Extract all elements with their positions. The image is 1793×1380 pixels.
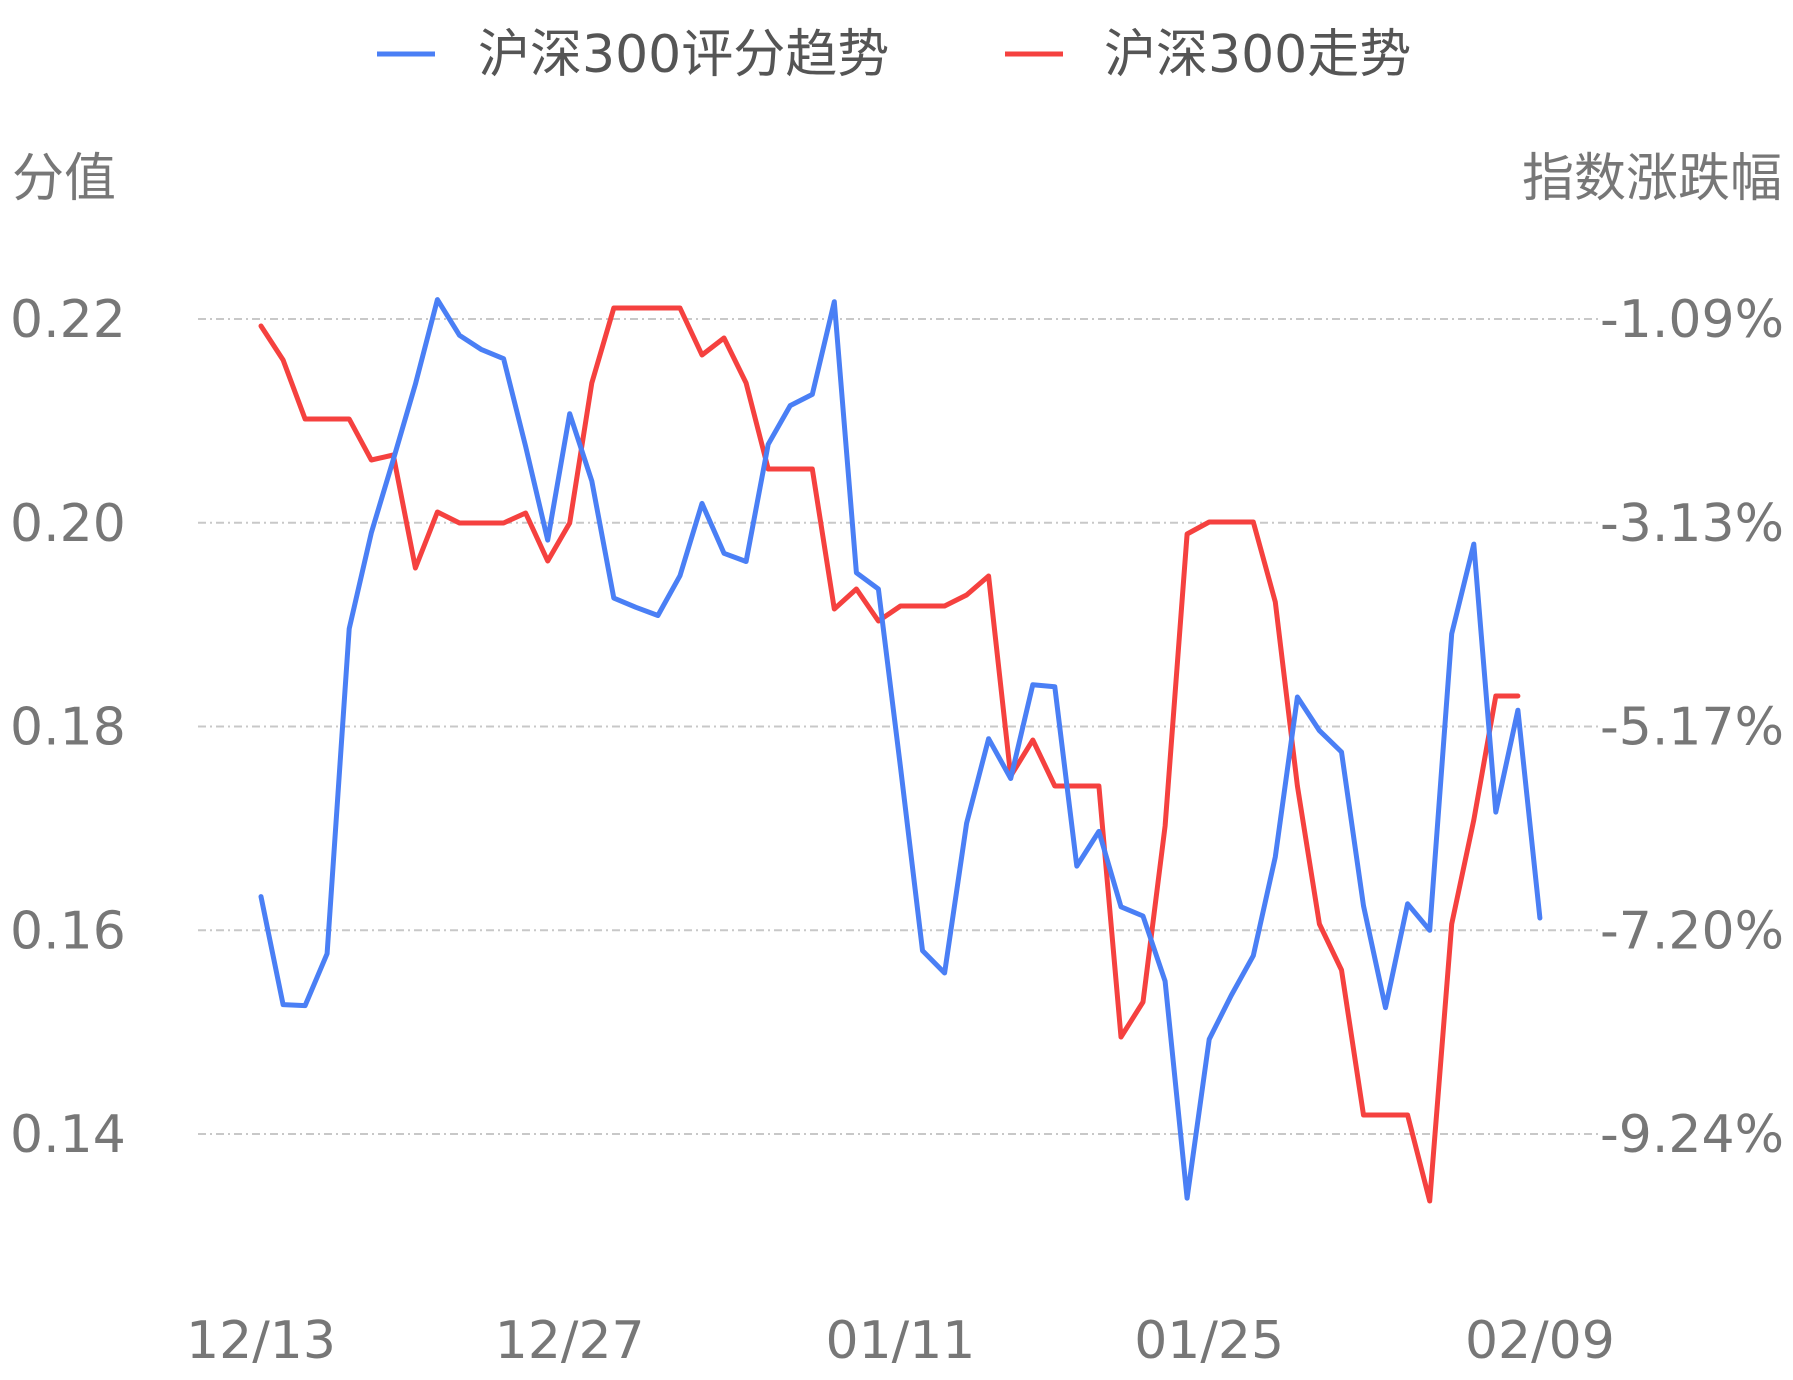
legend-label-index: 沪深300走势 <box>1104 25 1411 85</box>
series-line-index[interactable] <box>258 305 1521 1204</box>
legend-item-index[interactable]: 沪深300走势 <box>1005 25 1411 85</box>
legend: 沪深300评分趋势 沪深300走势 <box>377 25 1411 85</box>
left-tick-label: 0.22 <box>10 290 126 350</box>
right-tick-label: -5.17% <box>1600 698 1784 758</box>
x-tick-label: 12/13 <box>186 1311 336 1371</box>
x-tick-label: 01/25 <box>1134 1311 1284 1371</box>
series <box>258 297 1543 1204</box>
grid-lines <box>198 318 1598 1135</box>
left-tick-label: 0.18 <box>10 698 126 758</box>
left-axis: 0.22 0.20 0.18 0.16 0.14 <box>10 290 126 1165</box>
right-tick-label: -7.20% <box>1600 901 1784 961</box>
right-axis-title: 指数涨跌幅 <box>1522 149 1782 209</box>
left-axis-title: 分值 <box>12 149 116 209</box>
left-tick-label: 0.20 <box>10 494 126 554</box>
x-axis: 12/13 12/27 01/11 01/25 02/09 <box>186 1311 1615 1371</box>
left-tick-label: 0.16 <box>10 901 126 961</box>
left-tick-label: 0.14 <box>10 1105 126 1165</box>
right-tick-label: -1.09% <box>1600 290 1784 350</box>
x-tick-label: 01/11 <box>826 1311 976 1371</box>
legend-item-score[interactable]: 沪深300评分趋势 <box>377 25 889 85</box>
legend-label-score: 沪深300评分趋势 <box>478 25 889 85</box>
right-tick-label: -3.13% <box>1600 494 1784 554</box>
right-axis: -1.09% -3.13% -5.17% -7.20% -9.24% <box>1600 290 1784 1165</box>
right-tick-label: -9.24% <box>1600 1105 1784 1165</box>
x-tick-label: 12/27 <box>495 1311 645 1371</box>
x-tick-label: 02/09 <box>1465 1311 1615 1371</box>
series-line-score[interactable] <box>258 297 1543 1201</box>
